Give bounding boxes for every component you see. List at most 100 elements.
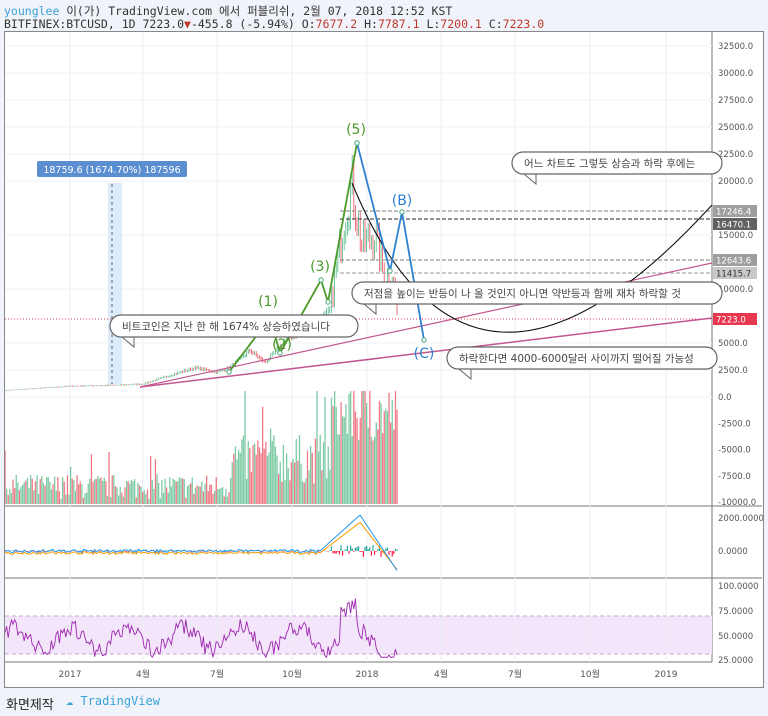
volume-bar	[385, 408, 387, 504]
callout-bubble	[446, 346, 718, 370]
chart-svg[interactable]: 2017 4월 7월 10월 2018 4월 7월 10월 2019 32500.0 30000.0…	[4, 32, 764, 687]
volume-bar	[158, 482, 160, 504]
wave-label: (3)	[310, 259, 330, 275]
rsi-tick: 50.0000	[718, 632, 753, 642]
price-tick: 27500.0	[718, 96, 753, 106]
macd-histogram-bar	[385, 548, 387, 551]
volume-bar	[60, 498, 62, 504]
volume-bar	[250, 472, 253, 504]
volume-bar	[9, 488, 11, 504]
h-label: H:	[364, 17, 378, 31]
macd-histogram-bar	[367, 549, 369, 551]
price-tick: 10000.0	[718, 285, 753, 295]
macd-histogram-bar	[388, 551, 390, 555]
volume-bar	[294, 462, 296, 504]
volume-bar	[36, 475, 38, 504]
username-link[interactable]: younglee	[4, 4, 60, 18]
volume-bar	[281, 481, 283, 504]
macd-histogram-bar	[386, 547, 388, 551]
macd-histogram-bar	[356, 546, 358, 551]
macd-histogram-bar	[358, 546, 360, 551]
volume-bar	[318, 451, 320, 504]
volume-bar	[180, 477, 182, 504]
macd-histogram-bar	[233, 550, 235, 551]
macd-histogram-bar	[39, 551, 41, 552]
callout-text: 저점을 높이는 반등이 나 올 것인지 아니면 약반등과 함께 재차 하락할 것	[364, 287, 681, 300]
macd-histogram-bar	[223, 551, 225, 552]
wave-point	[399, 209, 405, 215]
volume-bar	[202, 491, 205, 504]
volume-bar	[111, 475, 113, 504]
wave-point	[421, 337, 427, 343]
down-arrow-icon: ▼	[184, 17, 191, 31]
volume-bar	[390, 422, 392, 504]
tradingview-logo-icon: ☁	[66, 694, 74, 708]
volume-bar	[206, 475, 208, 504]
volume-bar	[342, 416, 344, 504]
macd-histogram-bar	[338, 551, 340, 555]
tradingview-link[interactable]: ☁ TradingView	[66, 694, 160, 708]
volume-bar	[23, 482, 25, 504]
volume-bar	[31, 478, 33, 504]
volume-tick: -5000.0	[718, 446, 751, 456]
volume-bar	[351, 436, 353, 504]
volume-bar	[105, 481, 107, 504]
volume-bar	[218, 489, 221, 504]
volume-bar	[314, 438, 317, 504]
chart-area[interactable]: 2017 4월 7월 10월 2018 4월 7월 10월 2019 32500.0 30000.0…	[4, 31, 764, 688]
callout-bubble	[511, 151, 723, 175]
macd-histogram-bar	[162, 551, 164, 552]
macd-histogram-bar	[282, 551, 284, 552]
callout-text: 어느 차트도 그렇듯 상승과 하락 후에는	[524, 157, 696, 170]
wave-label: (1)	[258, 294, 278, 310]
volume-bar	[231, 462, 233, 504]
volume-bar	[127, 481, 129, 504]
volume-bar	[313, 483, 315, 504]
price-tick: 15000.0	[718, 231, 753, 241]
volume-bar	[345, 404, 347, 504]
macd-histogram-bar	[166, 550, 168, 551]
volume-bar	[393, 429, 395, 504]
time-label: 2017	[59, 670, 82, 680]
volume-bar	[394, 391, 397, 504]
macd-histogram-bar	[60, 550, 62, 551]
volume-bar	[143, 490, 145, 504]
macd-histogram-bar	[106, 551, 108, 552]
volume-bar	[15, 474, 17, 504]
price-tick: 2500.0	[718, 366, 748, 376]
macd-histogram-bar	[335, 551, 337, 554]
volume-bar	[337, 434, 339, 504]
volume-bar	[41, 476, 43, 504]
price-tick: 20000.0	[718, 177, 753, 187]
volume-bar	[95, 478, 97, 504]
volume-bar	[300, 463, 302, 504]
price-label: 12643.6	[716, 257, 751, 267]
close-value: 7223.0	[502, 17, 545, 31]
rsi-tick: 100.0000	[718, 582, 759, 592]
volume-bar	[113, 475, 115, 504]
volume-bar	[161, 480, 163, 504]
volume-bar	[289, 480, 291, 504]
volume-bar	[247, 441, 249, 504]
macd-histogram-bar	[375, 551, 377, 552]
volume-bar	[110, 497, 112, 504]
volume-bar	[38, 493, 40, 504]
abc-wave	[356, 142, 425, 341]
volume-bar	[290, 462, 293, 504]
price-label: 11415.7	[716, 270, 751, 280]
macd-histogram-bar	[359, 551, 361, 553]
volume-bar	[279, 461, 281, 504]
volume-bar	[372, 440, 374, 504]
volume-bar	[106, 495, 109, 504]
volume-bar	[343, 417, 345, 504]
macd-histogram-bar	[345, 549, 347, 551]
macd-histogram-bar	[4, 551, 6, 552]
macd-histogram-bar	[86, 551, 88, 552]
volume-bar	[46, 477, 48, 504]
volume-bar	[257, 440, 259, 504]
volume-bar	[70, 466, 72, 504]
volume-bar	[169, 477, 171, 504]
macd-histogram-bar	[343, 550, 345, 551]
publish-info: 이(가) TradingView.com 에서 퍼블리쉬, 2월 07, 201…	[59, 4, 453, 18]
volume-bar	[214, 490, 216, 504]
